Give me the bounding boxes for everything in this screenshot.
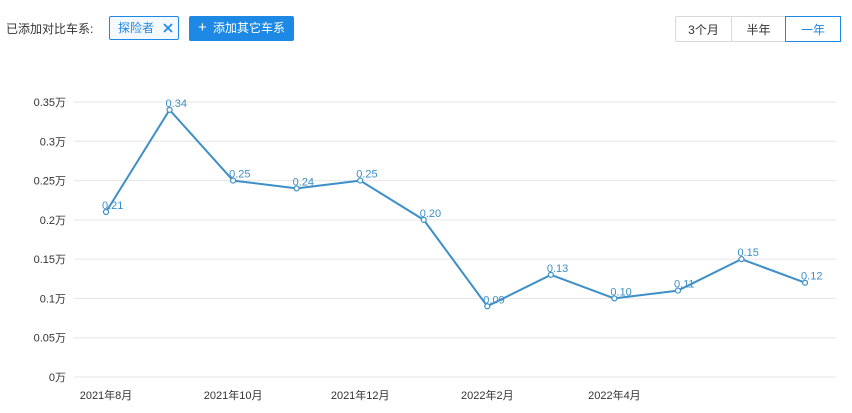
data-point[interactable] <box>547 271 554 278</box>
series-points <box>102 106 809 310</box>
data-point[interactable] <box>230 177 237 184</box>
data-point[interactable] <box>102 208 110 216</box>
value-label: 0.10 <box>610 286 631 298</box>
value-label: 0.21 <box>102 200 123 212</box>
data-point[interactable] <box>420 216 427 223</box>
x-tick-label: 2021年8月 <box>80 388 133 402</box>
add-series-label: 添加其它车系 <box>213 21 286 35</box>
range-half-year-button[interactable]: 半年 <box>731 17 785 41</box>
value-label: 0.11 <box>674 279 695 291</box>
add-series-button[interactable]: + 添加其它车系 <box>189 16 294 41</box>
close-icon[interactable] <box>163 23 173 33</box>
y-tick-label: 0.05万 <box>34 333 66 345</box>
value-label: 0.20 <box>420 208 441 220</box>
data-point[interactable] <box>357 177 364 184</box>
series-tag[interactable]: 探险者 <box>109 16 179 40</box>
x-axis: 2021年8月 2021年10月 2021年12月 2022年2月 2022年4月 <box>80 388 641 402</box>
y-tick-label: 0.1万 <box>40 293 66 305</box>
value-labels: 0.21 0.34 0.25 0.24 0.25 0.20 0.09 0.13 0.10 0.11… <box>102 98 822 306</box>
x-tick-label: 2021年12月 <box>331 388 390 402</box>
y-tick-label: 0.3万 <box>40 136 66 148</box>
x-tick-label: 2022年2月 <box>461 388 514 402</box>
x-tick-label: 2022年4月 <box>588 388 641 402</box>
value-label: 0.25 <box>356 169 377 181</box>
data-point[interactable] <box>293 185 300 192</box>
data-point[interactable] <box>738 256 745 263</box>
data-point[interactable] <box>801 279 809 286</box>
data-point[interactable] <box>166 106 173 113</box>
y-tick-label: 0.35万 <box>34 97 66 109</box>
data-point[interactable] <box>611 295 618 302</box>
x-tick-label: 2021年10月 <box>204 388 263 402</box>
y-tick-label: 0.25万 <box>34 176 66 188</box>
compare-label: 已添加对比车系: <box>6 22 94 36</box>
y-axis: 0万 0.05万 0.1万 0.15万 0.2万 0.25万 0.3万 0.35万 <box>34 97 66 384</box>
y-tick-label: 0.15万 <box>34 254 66 266</box>
range-one-year-button[interactable]: 一年 <box>785 16 841 42</box>
value-label: 0.13 <box>547 263 568 275</box>
data-point[interactable] <box>674 287 682 294</box>
y-tick-label: 0.2万 <box>40 215 66 227</box>
value-label: 0.34 <box>166 98 187 110</box>
series-line <box>105 108 806 308</box>
data-point[interactable] <box>484 303 491 310</box>
series-line-path <box>105 108 806 308</box>
value-label: 0.09 <box>483 294 504 306</box>
chart-grid <box>74 101 836 378</box>
y-tick-label: 0万 <box>49 372 66 384</box>
value-label: 0.15 <box>738 247 759 259</box>
toolbar: 已添加对比车系: 探险者 + 添加其它车系 3个月 半年 一年 <box>0 0 852 50</box>
range-3-months-button[interactable]: 3个月 <box>688 22 719 37</box>
series-tag-label: 探险者 <box>118 21 155 35</box>
range-selector: 3个月 半年 一年 <box>675 16 841 42</box>
plus-icon: + <box>198 19 207 36</box>
value-label: 0.25 <box>229 169 250 181</box>
value-label: 0.12 <box>801 271 822 283</box>
value-label: 0.24 <box>293 176 314 188</box>
